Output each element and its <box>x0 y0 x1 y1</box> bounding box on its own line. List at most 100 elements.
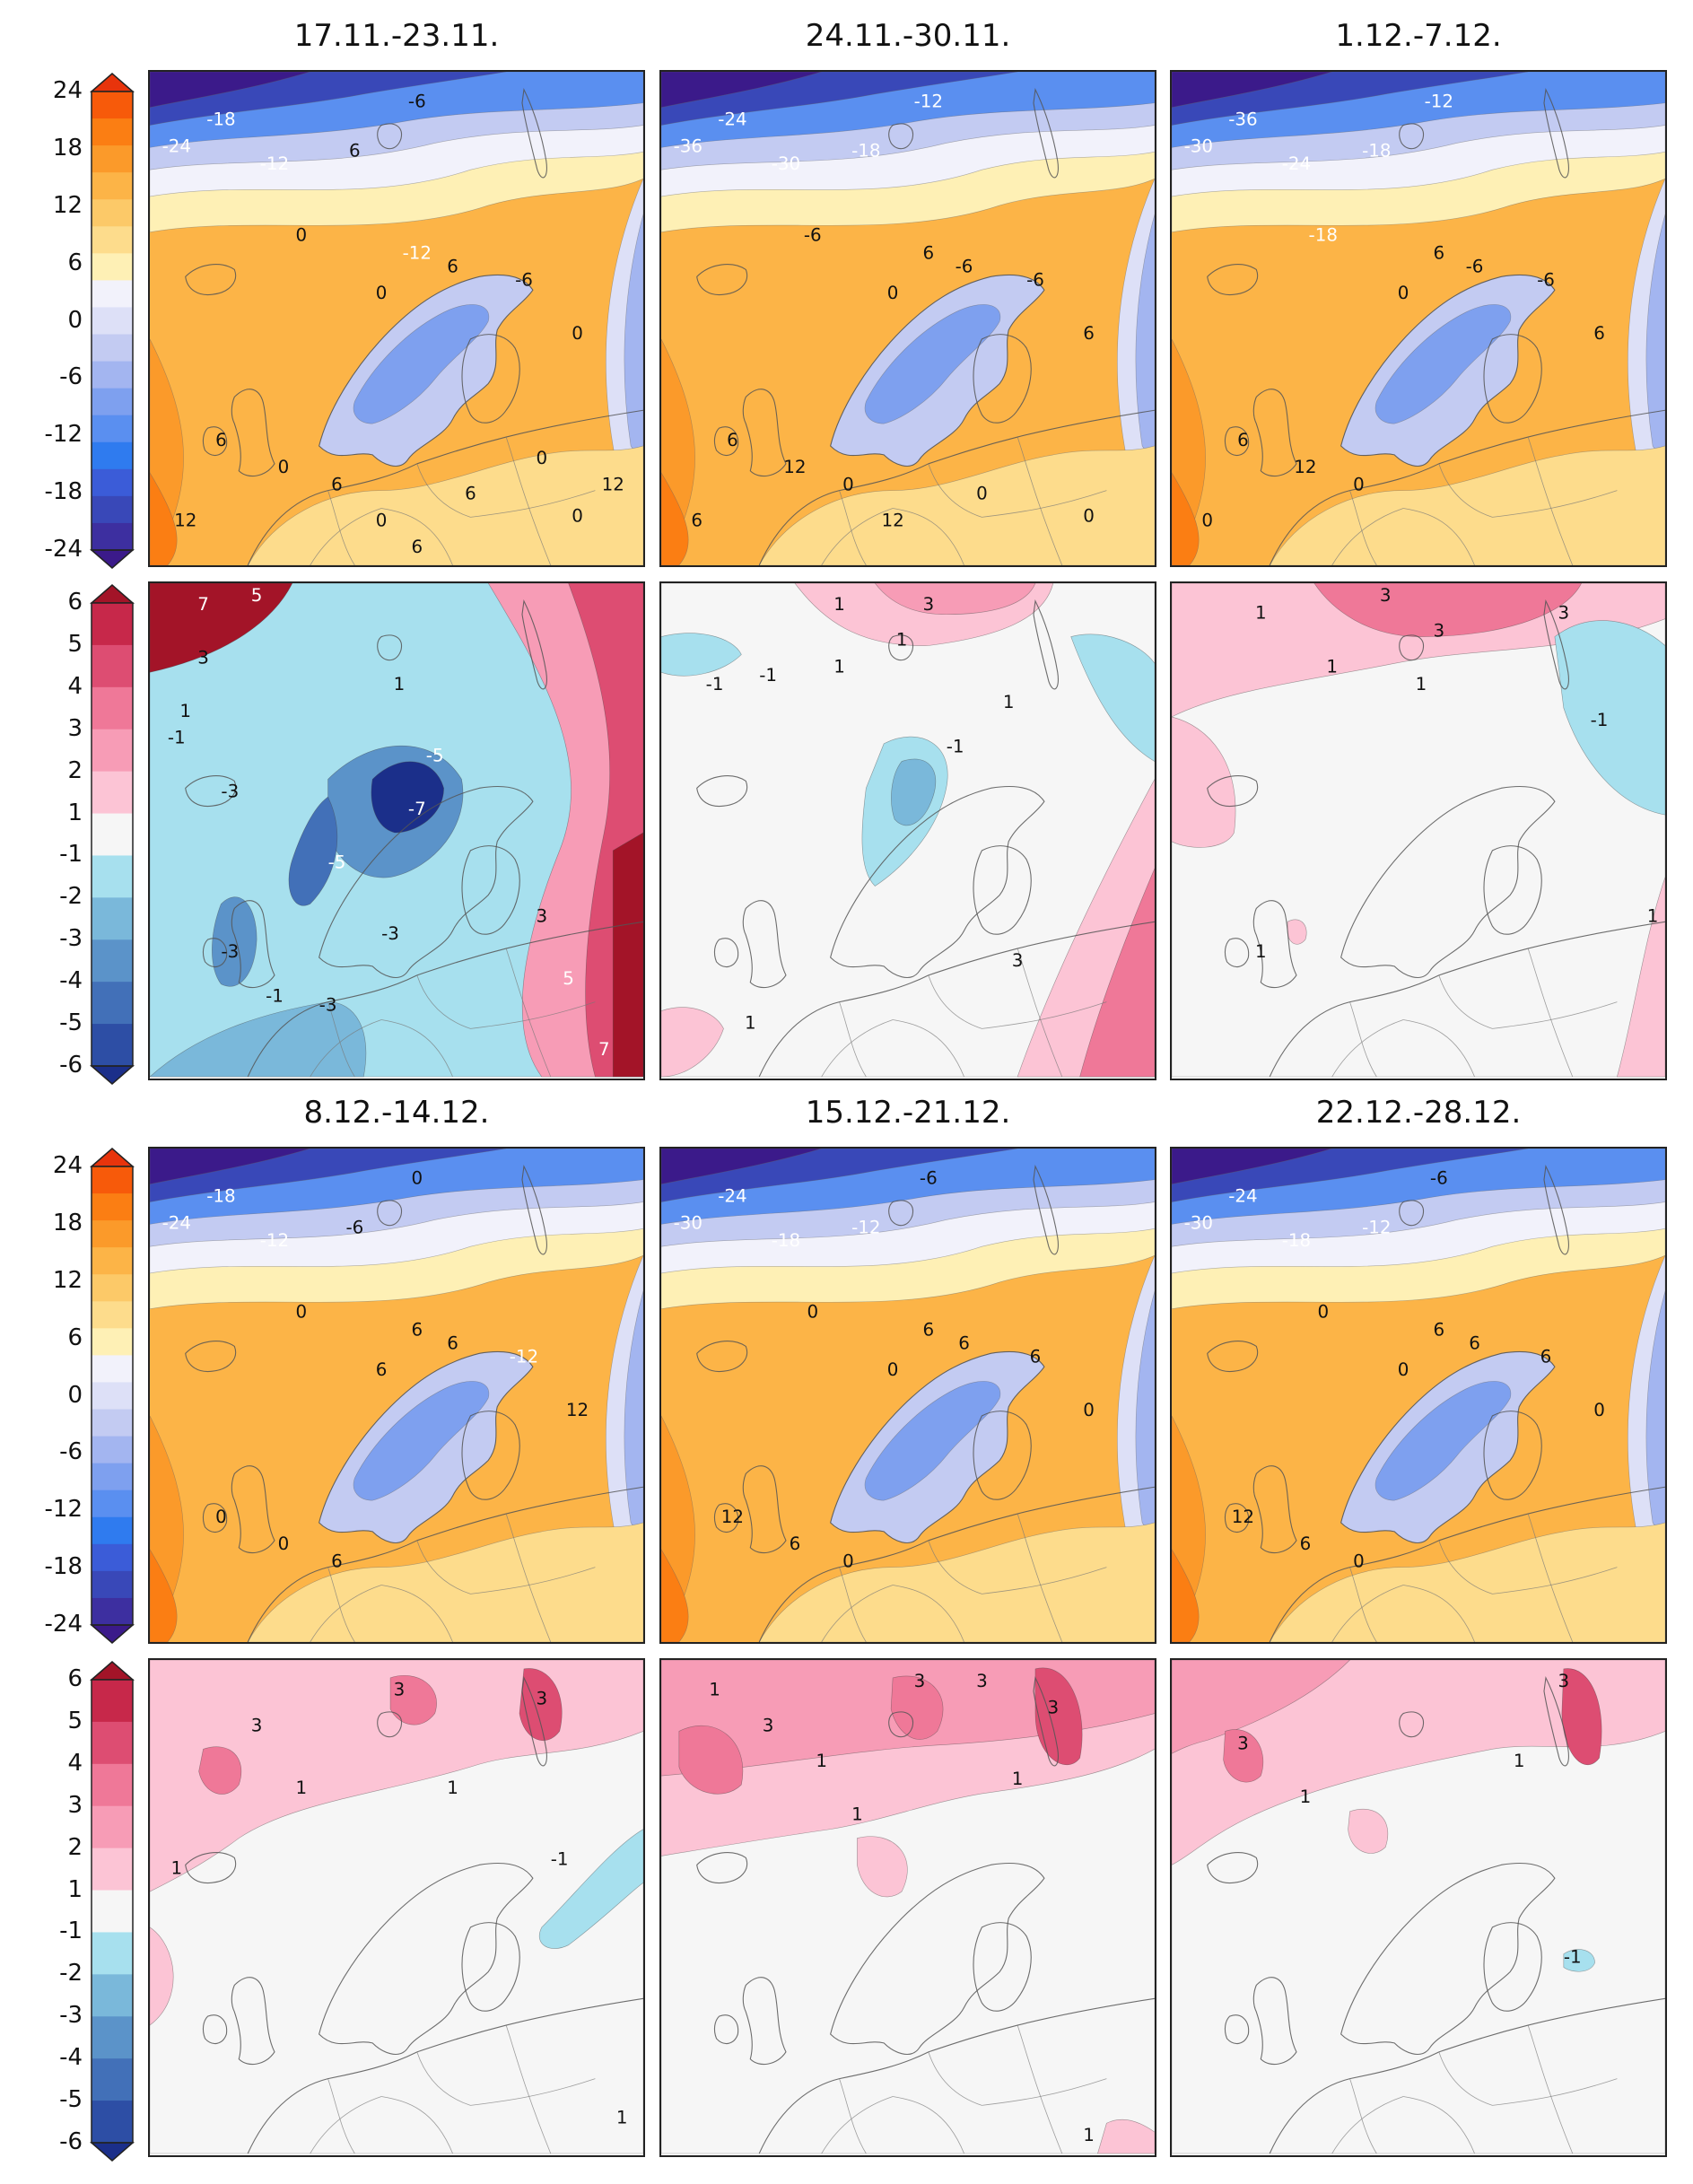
country-border <box>416 1540 471 1594</box>
contour-label: -12 <box>1362 1217 1391 1237</box>
temperature-contour-band <box>624 214 643 465</box>
coastline <box>830 785 1045 979</box>
contour-label: 0 <box>976 484 988 504</box>
period-title-4: 8.12.-14.12. <box>303 1095 490 1131</box>
coastline <box>1269 921 1665 1078</box>
country-border <box>1527 1513 1574 1642</box>
contour-label: 6 <box>1083 323 1095 344</box>
temperature-contour-band <box>150 472 178 565</box>
coastline <box>521 1165 547 1255</box>
contour-label: -18 <box>772 1230 800 1251</box>
country-border <box>1017 948 1063 1078</box>
country-border <box>839 2078 867 2154</box>
contour-label: 3 <box>537 905 548 926</box>
contour-label: -24 <box>718 1186 746 1207</box>
colorbar-tick-label: 18 <box>52 1209 83 1236</box>
contour-label: -36 <box>1228 109 1257 130</box>
contour-label: -18 <box>206 1186 235 1207</box>
colorbar-step <box>92 1974 133 2017</box>
contour-label: 1 <box>709 1680 720 1700</box>
anomaly-contour-band <box>661 633 742 677</box>
country-border <box>1403 1019 1475 1078</box>
contour-label: -6 <box>804 225 822 246</box>
contour-label: 1 <box>1083 2125 1095 2145</box>
coastline <box>1207 775 1259 808</box>
anomaly-field: 3 1 3 3 1 1 -1 1 <box>150 1660 643 2154</box>
colorbar-svg <box>89 584 135 1085</box>
country-border <box>416 463 471 518</box>
coastline <box>758 1486 1155 1642</box>
anomaly-map-4: 3 1 3 3 1 1 -1 1 <box>148 1658 645 2157</box>
colorbar-step <box>92 771 133 815</box>
colorbar-step <box>92 939 133 983</box>
colorbar-step <box>92 1489 133 1518</box>
anomaly-contour-band <box>1097 2118 1155 2154</box>
colorbar-svg <box>89 1661 135 2162</box>
contour-label: 3 <box>1380 585 1392 606</box>
contour-label: 0 <box>376 283 388 303</box>
contour-label: 6 <box>1434 1319 1445 1340</box>
anomaly-contour-band <box>891 758 937 826</box>
coastline <box>461 1922 520 2012</box>
contour-label: 6 <box>1300 1533 1312 1554</box>
contour-label: 12 <box>881 510 903 530</box>
coastline <box>696 1852 748 1884</box>
colorbar-step <box>92 495 133 524</box>
contour-label: 12 <box>721 1507 744 1527</box>
colorbar-tick-label: 5 <box>67 1707 83 1734</box>
country-border <box>1527 948 1574 1078</box>
coastline <box>231 389 275 477</box>
colorbar-step <box>92 1436 133 1464</box>
country-border <box>1527 436 1574 565</box>
contour-label: -12 <box>260 1230 289 1251</box>
coastline <box>713 938 739 967</box>
country-border <box>821 508 894 565</box>
country-border <box>893 508 964 565</box>
temperature-colorbar-bottom <box>89 1147 135 1645</box>
country-border <box>327 490 355 565</box>
coastline <box>1207 1852 1259 1884</box>
anomaly-contour-band <box>1070 633 1155 762</box>
colorbar-extend-min <box>89 2142 135 2162</box>
colorbar-step <box>92 1301 133 1329</box>
anomaly-contour-band <box>1223 1729 1264 1783</box>
colorbar-tick-label: 24 <box>52 77 83 104</box>
colorbar-step <box>92 1328 133 1357</box>
contour-label: 6 <box>1030 1346 1042 1367</box>
anomaly-contour-band <box>288 796 338 906</box>
temperature-field: -24 -18 -12 6 -6 0 0 6 -12 -6 0 6 0 6 12 0 6 0 12 0 6 <box>150 72 643 565</box>
period-title-3: 1.12.-7.12. <box>1335 18 1502 54</box>
country-border <box>327 1567 355 1642</box>
contour-label: -3 <box>221 781 239 801</box>
contour-label: 6 <box>1540 1346 1552 1367</box>
contour-label: 6 <box>447 1332 458 1353</box>
country-border <box>1527 2024 1574 2154</box>
contour-label: 12 <box>566 1400 589 1420</box>
colorbar-tick-label: 6 <box>67 589 83 616</box>
temperature-contour-band <box>1172 72 1332 109</box>
contour-label: 0 <box>572 323 583 344</box>
contour-label: 1 <box>1326 656 1338 677</box>
colorbar-step <box>92 118 133 146</box>
coastline <box>461 845 520 935</box>
colorbar-extend-min <box>89 1065 135 1085</box>
colorbar-extend-max <box>89 73 135 92</box>
colorbar-step <box>92 1932 133 1975</box>
colorbar-step <box>92 1463 133 1491</box>
anomaly-contour-band <box>874 583 1036 616</box>
contour-label: 3 <box>1237 1733 1249 1753</box>
contour-label: 1 <box>1255 941 1267 962</box>
country-border <box>416 2051 471 2106</box>
country-border <box>1492 490 1618 518</box>
temperature-map-6: -30 -24 -18 -12 -6 0 0 6 6 6 0 12 6 0 <box>1170 1147 1667 1644</box>
contour-label: -7 <box>408 799 426 819</box>
contour-label: 0 <box>1398 1359 1409 1380</box>
coastline <box>1399 1711 1425 1738</box>
temperature-contour-band <box>247 1522 643 1642</box>
country-border <box>470 1001 596 1029</box>
contour-label: 3 <box>1558 1671 1570 1691</box>
coastline <box>1483 1411 1542 1500</box>
coastline <box>888 1711 914 1738</box>
coastline <box>758 1997 1155 2154</box>
colorbar-step <box>92 226 133 254</box>
